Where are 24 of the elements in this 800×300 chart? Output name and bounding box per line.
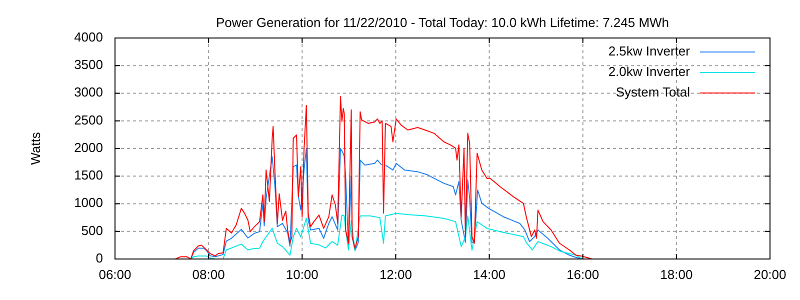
x-tick-label: 10:00: [286, 267, 318, 282]
y-tick-label: 3500: [74, 57, 103, 72]
y-tick-label: 500: [81, 222, 103, 238]
legend-label: 2.0kw Inverter: [608, 64, 691, 79]
y-tick-label: 3000: [74, 84, 103, 100]
y-tick-label: 1000: [74, 195, 103, 210]
line-series: [174, 96, 593, 260]
chart-title: Power Generation for 11/22/2010 - Total Today: 10.0 kWh Lifetime: 7.245 MWh: [216, 15, 670, 30]
line-series: [190, 212, 583, 260]
x-tick-label: 20:00: [754, 267, 786, 282]
y-tick-label: 1500: [74, 168, 103, 183]
x-tick-label: 18:00: [660, 267, 693, 282]
y-axis-title: Watts: [28, 132, 43, 165]
x-tick-label: 14:00: [473, 267, 506, 282]
legend-label: 2.5kw Inverter: [608, 43, 691, 58]
legend-label: System Total: [616, 84, 690, 100]
x-tick-label: 16:00: [566, 267, 600, 282]
x-tick-label: 08:00: [192, 267, 225, 282]
x-tick-label: 12:00: [379, 267, 412, 282]
y-tick-label: 2000: [74, 140, 103, 155]
y-tick-label: 4000: [74, 29, 103, 44]
x-tick-label: 06:00: [98, 267, 132, 282]
y-tick-label: 0: [96, 250, 103, 266]
y-tick-label: 2500: [74, 112, 103, 128]
